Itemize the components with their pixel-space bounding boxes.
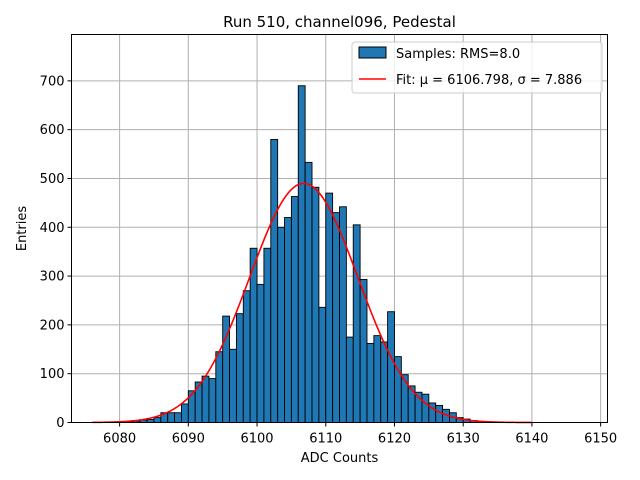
y-tick-label: 500 — [40, 172, 65, 187]
plot-area — [71, 34, 608, 424]
histogram-bar — [332, 212, 340, 423]
histogram-bar — [325, 192, 334, 423]
y-tick-label: 600 — [40, 123, 65, 138]
histogram-bar — [290, 196, 299, 423]
legend-histogram-swatch — [358, 46, 387, 59]
histogram-bar — [387, 311, 395, 423]
x-tick-label: 6100 — [240, 432, 273, 447]
x-axis-ticks: 6080 6090 6100 6110 6120 6130 6140 6150 — [103, 422, 617, 447]
y-tick-label: 0 — [56, 416, 64, 431]
histogram-bar — [311, 186, 320, 423]
y-tick-label: 100 — [40, 367, 65, 382]
y-axis-label: Entries — [15, 206, 30, 252]
histogram-bar — [229, 348, 237, 423]
x-tick-label: 6130 — [447, 432, 480, 447]
histogram-bar — [180, 403, 189, 423]
gaussian-fit-curve — [92, 182, 532, 424]
y-tick-label: 400 — [40, 221, 65, 236]
histogram-bar — [373, 335, 382, 423]
histogram-bars — [105, 85, 485, 423]
histogram-bar — [435, 404, 444, 423]
x-tick-label: 6120 — [378, 432, 411, 447]
x-tick-label: 6140 — [515, 432, 548, 447]
histogram-bar — [187, 390, 196, 423]
histogram-bar — [153, 417, 162, 423]
histogram-bar — [208, 378, 217, 423]
histogram-bar — [242, 290, 251, 423]
histogram-bar — [380, 341, 389, 423]
plot-frame — [71, 34, 608, 423]
histogram-bar — [304, 161, 313, 423]
histogram-bar — [400, 374, 409, 423]
histogram-bar — [215, 351, 224, 423]
y-axis-ticks: 0 100 200 300 400 500 600 700 — [40, 74, 72, 431]
chart-title: Run 510, channel096, Pedestal — [223, 13, 456, 31]
histogram-bar — [167, 412, 176, 423]
histogram-bar — [421, 393, 430, 423]
histogram-bar — [366, 342, 375, 423]
x-tick-label: 6090 — [172, 432, 205, 447]
histogram-bar — [284, 217, 292, 423]
histogram-bar — [270, 138, 279, 423]
histogram-bar — [256, 283, 265, 423]
y-tick-label: 300 — [40, 270, 65, 285]
histogram-bar — [201, 375, 210, 423]
x-axis-label: ADC Counts — [301, 451, 379, 466]
y-tick-label: 200 — [40, 318, 65, 333]
x-tick-label: 6080 — [103, 432, 136, 447]
histogram-bar — [235, 313, 244, 423]
legend-histogram-label: Samples: RMS=8.0 — [396, 47, 520, 62]
x-tick-label: 6150 — [584, 432, 617, 447]
legend-fit-label: Fit: μ = 6106.798, σ = 7.886 — [396, 73, 582, 88]
y-tick-label: 700 — [40, 74, 65, 89]
x-tick-label: 6110 — [309, 432, 342, 447]
legend-box — [351, 41, 603, 94]
histogram-bar — [352, 224, 361, 423]
histogram-bar — [174, 412, 182, 423]
histogram-bar — [345, 336, 354, 423]
histogram-bar — [297, 85, 306, 423]
legend: Samples: RMS=8.0 Fit: μ = 6106.798, σ = … — [351, 41, 603, 94]
histogram-bar — [318, 306, 327, 423]
histogram-bar — [277, 226, 285, 423]
histogram-bar — [263, 247, 272, 423]
